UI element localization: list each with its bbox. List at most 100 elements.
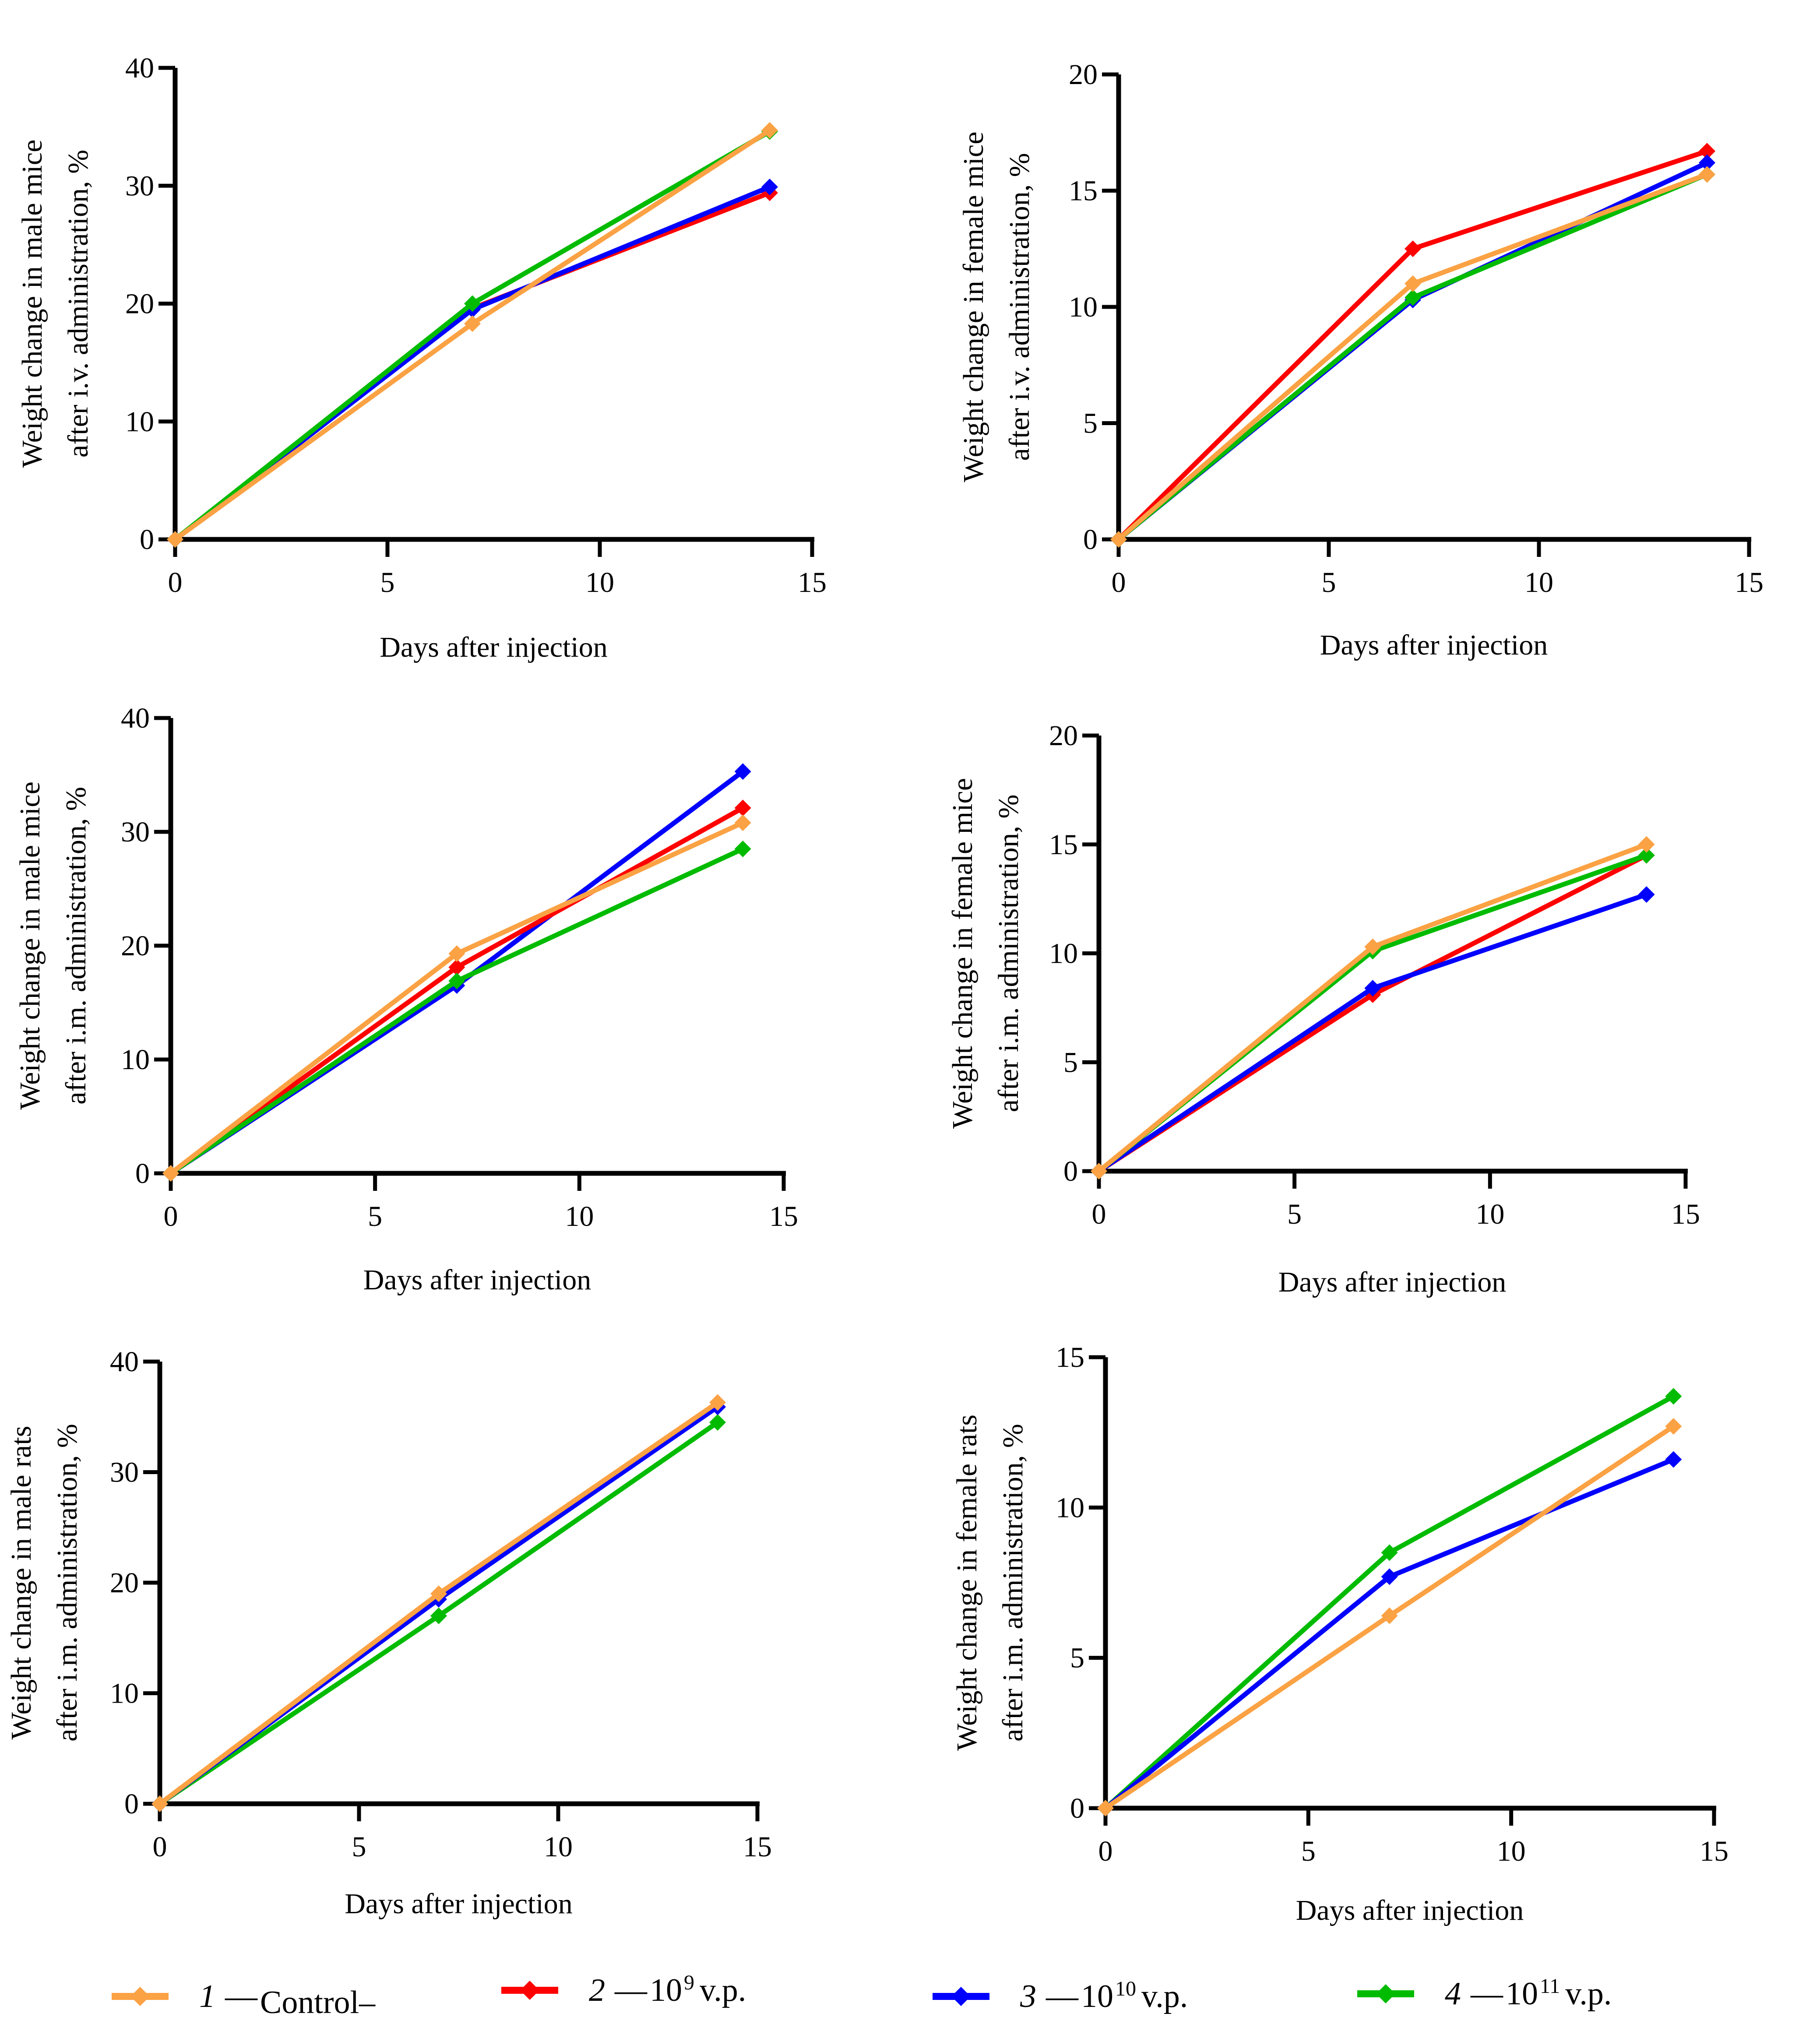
legend-base: 10 [650, 1972, 682, 2008]
y-tick-label: 30 [110, 1457, 139, 1489]
legend-number: 2 [589, 1972, 605, 2008]
series-line [173, 184, 771, 542]
data-point [1097, 1800, 1114, 1816]
legend-unit: v.p. [1565, 1975, 1612, 2012]
x-tick-label: 10 [544, 1831, 573, 1863]
x-tick-label: 10 [1524, 567, 1553, 598]
y-axis-title-line: after i.v. administration, % [1003, 153, 1035, 461]
legend-item-1e11: 4 — 10 11 v.p. [1357, 1968, 1612, 2020]
data-point [1699, 143, 1715, 160]
x-tick-label: 15 [1671, 1198, 1700, 1230]
y-tick-label: 10 [1049, 938, 1078, 970]
legend-base: 10 [1081, 1978, 1113, 2014]
y-tick-label: 15 [1069, 175, 1098, 207]
y-tick-label: 0 [1070, 1792, 1084, 1824]
series-line [173, 129, 771, 542]
data-point [1699, 154, 1715, 171]
series-4-10-11-v-p- [151, 1414, 726, 1812]
y-axis-title-line: after i.m. administration, % [997, 1424, 1029, 1742]
data-point [1665, 1451, 1682, 1468]
chart-panel-3: 0 10 20 30 40 0 5 10 15 Days after injection Weigh… [14, 702, 798, 1296]
data-point [1381, 1568, 1398, 1585]
x-tick-label: 0 [168, 567, 183, 598]
series-1-control [162, 814, 751, 1182]
y-tick-label: 5 [1063, 1046, 1078, 1078]
y-tick-label: 10 [110, 1678, 139, 1710]
y-tick-label: 10 [1069, 291, 1098, 323]
y-axis-title-line: Weight change in male mice [14, 781, 46, 1110]
data-point [734, 763, 751, 780]
data-point [761, 122, 778, 139]
x-tick-label: 10 [585, 567, 614, 598]
x-tick-label: 15 [1735, 567, 1764, 598]
legend-exponent: 10 [1115, 1977, 1136, 2000]
data-point [1665, 1388, 1682, 1405]
y-axis-title-line: after i.m. administration, % [60, 787, 92, 1105]
y-tick-label: 10 [121, 1044, 150, 1076]
series-3-10-10-v-p- [1110, 154, 1715, 548]
data-point [1364, 938, 1381, 955]
diamond-marker-icon [1357, 1984, 1414, 2003]
y-tick-label: 30 [125, 170, 154, 202]
series-line [173, 190, 771, 542]
legend-number: 1 [199, 1978, 215, 2014]
y-tick-label: 20 [110, 1567, 139, 1599]
diamond-marker-icon [501, 1981, 558, 2000]
y-tick-label: 40 [110, 1346, 139, 1378]
series-line [1104, 1394, 1675, 1810]
data-point [1405, 275, 1421, 292]
y-axis-title-line: Weight change in male mice [16, 140, 48, 468]
series-line [1117, 160, 1708, 542]
x-tick-label: 15 [743, 1831, 772, 1863]
x-tick-label: 5 [368, 1200, 382, 1232]
y-tick-label: 30 [121, 816, 150, 848]
x-axis-title: Days after injection [345, 1888, 572, 1920]
legend-dash: — [1471, 1975, 1503, 2012]
data-point [734, 814, 751, 831]
chart-panel-2: 0 5 10 15 20 0 5 10 15 Days after injection Weight… [958, 59, 1764, 661]
series-line [1117, 172, 1708, 542]
x-tick-label: 15 [1700, 1835, 1728, 1867]
legend-exponent: 9 [684, 1971, 694, 1994]
series-line [1097, 853, 1648, 1173]
series-line [1104, 1457, 1675, 1810]
data-point [709, 1394, 726, 1411]
x-axis-title: Days after injection [380, 631, 607, 663]
series-1-control [1110, 166, 1715, 548]
legend-unit: v.p. [700, 1972, 746, 2008]
x-tick-label: 5 [1322, 567, 1336, 598]
series-2-10-9-v-p- [167, 184, 778, 548]
series-1-control [167, 122, 778, 548]
series-2-10-9-v-p- [1091, 847, 1655, 1179]
data-point [430, 1607, 447, 1624]
x-tick-label: 10 [565, 1200, 594, 1232]
x-tick-label: 10 [1497, 1835, 1526, 1867]
x-tick-label: 5 [352, 1831, 366, 1863]
data-point [734, 841, 751, 857]
y-axis-title-line: Weight change in female mice [947, 778, 979, 1129]
y-tick-label: 0 [124, 1788, 139, 1820]
x-tick-label: 0 [1092, 1198, 1106, 1230]
data-point [1381, 1607, 1398, 1624]
legend-number: 4 [1445, 1975, 1461, 2012]
y-axis-title-line: Weight change in female mice [958, 132, 989, 482]
data-point [464, 315, 481, 332]
x-axis-title: Days after injection [363, 1264, 591, 1296]
data-point [1638, 886, 1655, 903]
series-3-10-10-v-p- [167, 178, 778, 548]
series-line [1117, 172, 1708, 542]
y-tick-label: 15 [1049, 829, 1078, 861]
legend-dash: — [615, 1972, 647, 2008]
series-line [1098, 853, 1648, 1173]
chart-panel-4: 0 5 10 15 20 0 5 10 15 Days after injection Weight… [947, 720, 1700, 1298]
data-point [1638, 836, 1655, 853]
series-4-10-11-v-p- [162, 841, 751, 1182]
legend: 1 — Control– 2 — 10 9 v.p. 3 — 10 10 v.p… [0, 1970, 1820, 2023]
x-tick-label: 0 [1112, 567, 1126, 598]
legend-dash: — [225, 1978, 257, 2014]
legend-exponent: 11 [1540, 1974, 1560, 1998]
legend-label: Control– [260, 1984, 376, 2020]
data-point [734, 799, 751, 817]
y-axis-title-line: after i.v. administration, % [62, 150, 94, 458]
